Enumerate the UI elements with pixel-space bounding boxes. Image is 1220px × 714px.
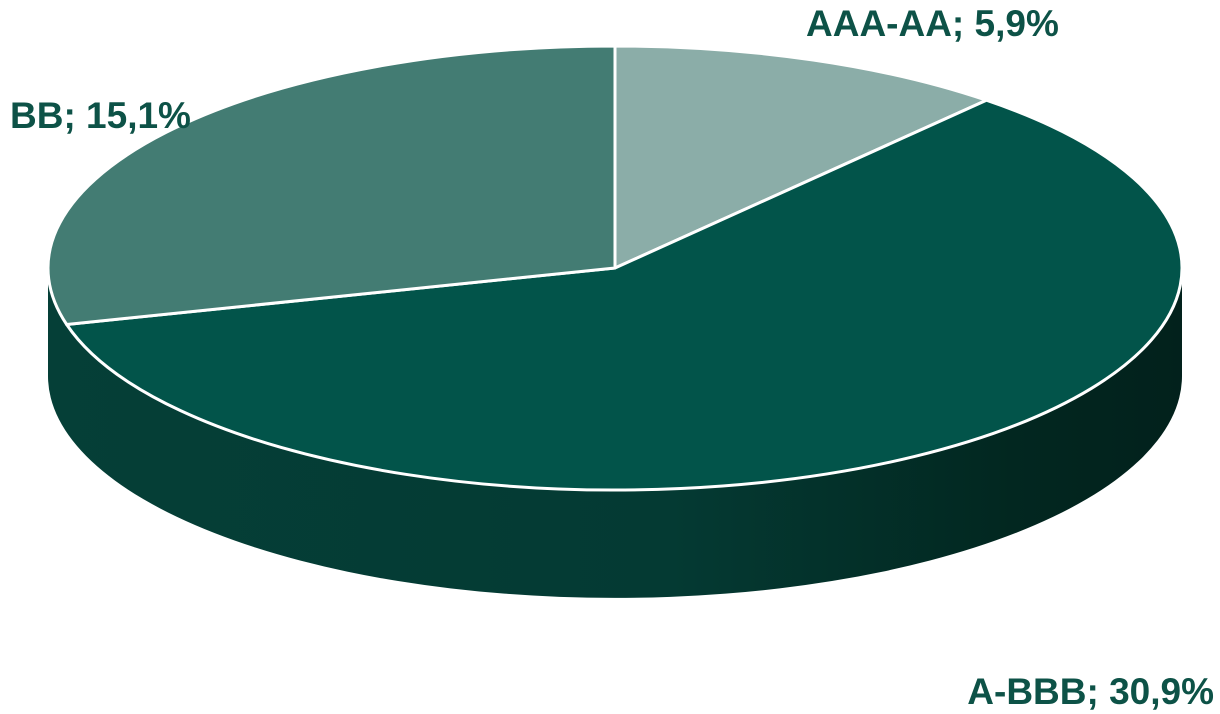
pie-slice-a-bbb[interactable] <box>65 98 1184 492</box>
data-label-a-bbb: A-BBB; 30,9% <box>967 671 1214 712</box>
pie-side-wall <box>48 268 1182 598</box>
pie-slice-bb[interactable] <box>46 44 617 326</box>
pie-top-face <box>46 44 1184 492</box>
pie-data-labels: AAA-AA; 5,9% A-BBB; 30,9% BB; 15,1% <box>10 3 1214 712</box>
pie-side-wall-shape <box>48 268 1182 598</box>
data-label-aaa-aa: AAA-AA; 5,9% <box>806 3 1059 44</box>
data-label-bb: BB; 15,1% <box>10 95 191 136</box>
pie-slice-aaa-aa[interactable] <box>613 44 988 270</box>
